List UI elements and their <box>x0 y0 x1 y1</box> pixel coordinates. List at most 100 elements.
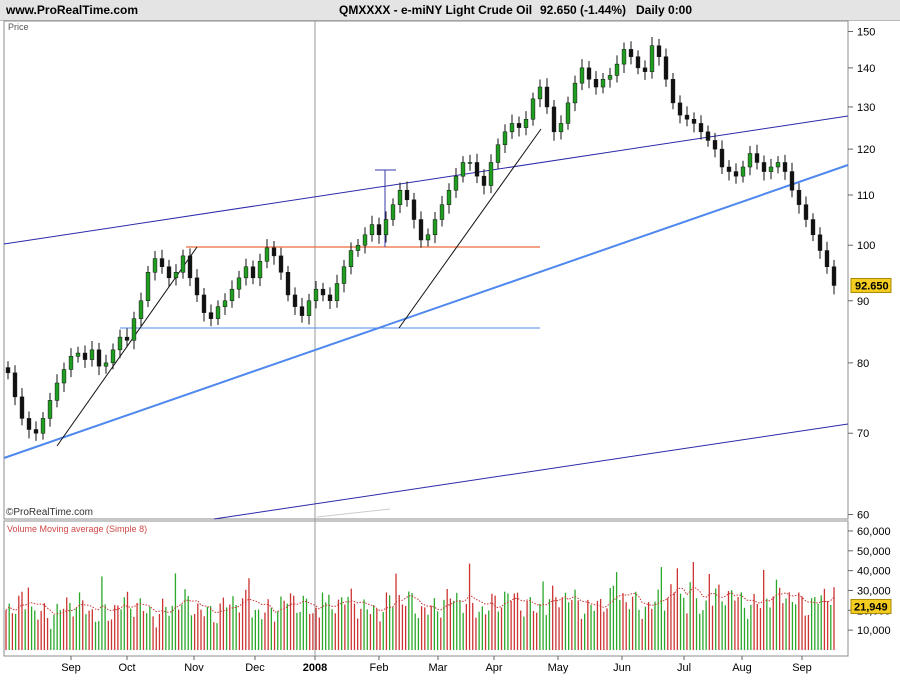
candle-body <box>61 369 67 384</box>
lower-channel-line[interactable] <box>213 423 849 520</box>
candle-body <box>516 123 522 128</box>
candle-body <box>614 63 620 76</box>
instrument-title: QMXXXX - e-miNY Light Crude Oil <box>339 3 533 17</box>
candle-body <box>285 272 291 296</box>
candle-body <box>313 288 319 302</box>
time-tick-label: May <box>548 662 569 674</box>
candle-body <box>439 204 445 220</box>
price-tick-label: 120 <box>857 144 875 156</box>
candle-body <box>509 123 515 133</box>
price-change: 92.650 (-1.44%) <box>540 3 627 17</box>
candle-body <box>278 255 284 273</box>
candle-body <box>453 175 459 191</box>
candle-body <box>726 166 732 172</box>
candle-body <box>740 166 746 177</box>
price-tick-label: 100 <box>857 240 875 252</box>
candle-body <box>376 224 382 236</box>
candle-body <box>96 349 102 367</box>
candle-body <box>558 123 564 133</box>
candle-body <box>677 102 683 116</box>
faint-projection-line[interactable] <box>316 508 391 518</box>
volume-ma-line <box>5 586 835 615</box>
candle-body <box>705 131 711 141</box>
candle-body <box>159 258 165 267</box>
candle-body <box>425 234 431 241</box>
candle-body <box>355 244 361 251</box>
candle-body <box>250 266 256 279</box>
candle-body <box>320 288 326 296</box>
candle-body <box>817 234 823 251</box>
candle-body <box>831 266 837 286</box>
time-tick-label: Dec <box>245 662 265 674</box>
candle-body <box>131 318 137 341</box>
candle-body <box>362 234 368 246</box>
candle-body <box>551 106 557 133</box>
candle-body <box>418 219 424 241</box>
candle-body <box>810 219 816 236</box>
candle-body <box>124 336 130 341</box>
candle-body <box>502 131 508 146</box>
price-tick-label: 130 <box>857 102 875 114</box>
candle-body <box>656 45 662 57</box>
time-tick-label: 2008 <box>303 662 327 674</box>
candle-body <box>775 162 781 168</box>
candle-body <box>201 294 207 313</box>
candle-body <box>229 288 235 302</box>
candle-body <box>474 162 480 177</box>
candle-body <box>117 336 123 351</box>
candle-body <box>138 300 144 319</box>
candle-body <box>691 118 697 124</box>
volume-tick-label: 50,000 <box>857 546 891 558</box>
chart-header: www.ProRealTime.com QMXXXX - e-miNY Ligh… <box>0 0 900 21</box>
period-label[interactable]: Daily 0:00 <box>636 3 693 17</box>
last-price-label: 92.650 <box>855 280 889 292</box>
candle-body <box>565 102 571 124</box>
candle-body <box>544 86 550 108</box>
candle-body <box>5 367 11 374</box>
candle-body <box>19 396 25 419</box>
candle-body <box>761 162 767 172</box>
candle-body <box>222 300 228 307</box>
candle-body <box>733 171 739 177</box>
candle-body <box>607 75 613 80</box>
candle-body <box>670 79 676 104</box>
candle-body <box>446 189 452 205</box>
candle-body <box>460 162 466 177</box>
candle-body <box>243 266 249 279</box>
candle-body <box>236 277 242 290</box>
site-name[interactable]: www.ProRealTime.com <box>6 3 139 17</box>
candle-body <box>663 56 669 80</box>
candle-body <box>12 372 18 398</box>
candle-body <box>145 272 151 302</box>
candle-body <box>180 255 186 273</box>
candle-body <box>432 219 438 236</box>
volume-indicator-title: Volume Moving average (Simple 8) <box>7 524 147 534</box>
candle-body <box>327 294 333 302</box>
candle-body <box>341 266 347 284</box>
support-trend-line[interactable] <box>3 164 849 459</box>
candle-body <box>292 294 298 307</box>
breakout-trend-line[interactable] <box>398 128 542 329</box>
last-volume-label: 21,949 <box>854 601 888 613</box>
candle-body <box>600 79 606 88</box>
candle-body <box>593 79 599 88</box>
time-tick-label: Sep <box>792 662 812 674</box>
time-tick-label: Nov <box>184 662 204 674</box>
price-axis-title: Price <box>8 22 29 32</box>
candle-body <box>495 144 501 163</box>
candle-body <box>271 247 277 257</box>
candle-body <box>404 189 410 201</box>
candle-body <box>824 250 830 267</box>
candle-body <box>586 67 592 80</box>
candle-body <box>33 429 39 434</box>
candle-body <box>110 349 116 364</box>
price-panel <box>3 20 849 520</box>
candle-body <box>257 261 263 279</box>
candle-body <box>68 356 74 370</box>
candle-body <box>684 114 690 120</box>
candle-body <box>397 189 403 205</box>
time-tick-label: Feb <box>370 662 389 674</box>
volume-tick-label: 30,000 <box>857 585 891 597</box>
candle-body <box>530 98 536 120</box>
